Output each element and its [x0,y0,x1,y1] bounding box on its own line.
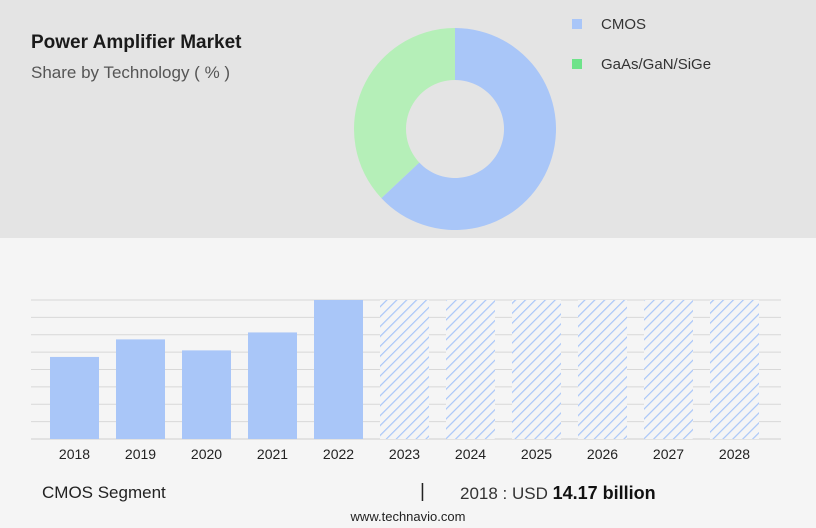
legend-label-gaas: GaAs/GaN/SiGe [601,55,712,73]
x-tick-label: 2018 [59,446,90,462]
footer-year-label: 2018 : USD [460,484,548,503]
chart-title: Power Amplifier Market [31,32,242,53]
bar-2024 [446,300,495,439]
footer-value: 2018 : USD 14.17 billion [460,483,656,504]
bar-2020 [182,350,231,439]
donut-slice-cmos [381,28,556,230]
legend: CMOS GaAs/GaN/SiGe [572,14,711,94]
bar-2027 [644,300,693,439]
bar-2018 [50,356,99,439]
legend-swatch-gaas [572,59,582,69]
x-tick-label: 2022 [323,446,354,462]
x-tick-label: 2026 [587,446,618,462]
x-tick-label: 2020 [191,446,222,462]
website-link[interactable]: www.technavio.com [350,509,466,524]
bar-2028 [710,300,759,439]
chart-subtitle: Share by Technology ( % ) [31,63,231,82]
bar-2019 [116,339,165,439]
footer-amount: 14.17 billion [552,483,656,503]
x-tick-label: 2023 [389,446,420,462]
bar-2023 [380,300,429,439]
legend-label-cmos: CMOS [601,15,646,33]
x-tick-label: 2028 [719,446,750,462]
x-tick-label: 2027 [653,446,684,462]
legend-item-cmos: CMOS [572,14,711,34]
x-tick-label: 2024 [455,446,486,462]
footer-segment: CMOS Segment [42,483,166,502]
footer-divider: | [420,481,425,502]
x-tick-label: 2025 [521,446,552,462]
bar-2021 [248,332,297,439]
bar-2022 [314,300,363,439]
donut-slice-gaas-gan-sige [354,28,455,199]
bar-2025 [512,300,561,439]
x-tick-label: 2019 [125,446,156,462]
legend-item-gaas: GaAs/GaN/SiGe [572,54,711,74]
donut-chart [354,28,556,230]
legend-swatch-cmos [572,19,582,29]
x-tick-label: 2021 [257,446,288,462]
bar-chart: 2018 2019 2020 2021 2022 2023 2024 2025 2026 2027… [31,299,781,462]
bar-2026 [578,300,627,439]
